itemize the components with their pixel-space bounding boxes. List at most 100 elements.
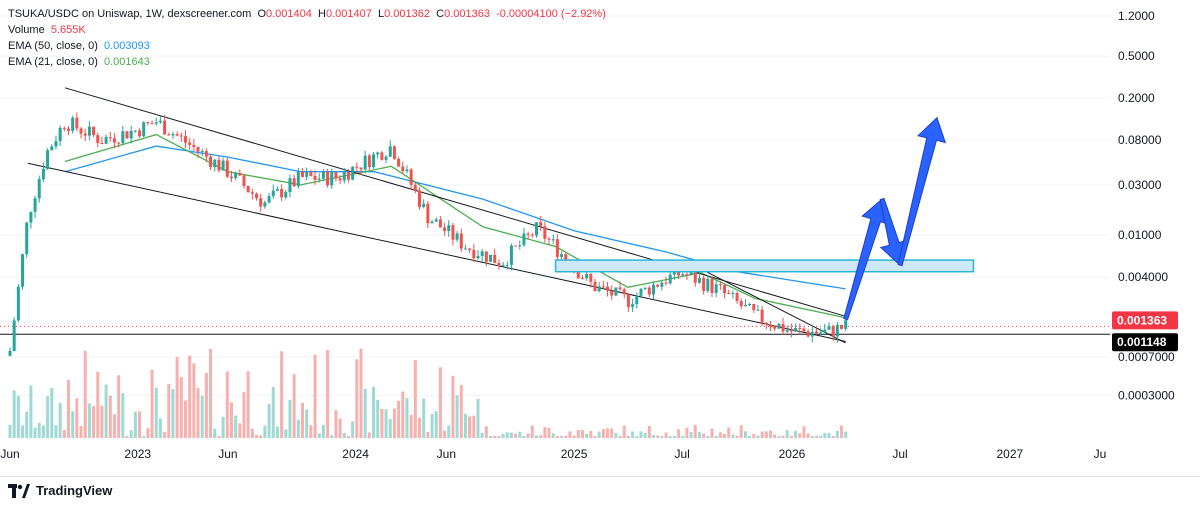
candle-body — [443, 227, 447, 232]
volume-bar — [555, 436, 559, 438]
candle-body — [647, 287, 651, 295]
ema50-row: EMA (50, close, 0) 0.003093 — [8, 38, 606, 54]
candle-body — [100, 142, 104, 144]
volume-bar — [380, 408, 384, 438]
volume-bar — [551, 433, 555, 438]
candle-body — [167, 134, 171, 136]
candle-body — [12, 320, 16, 351]
candle-body — [781, 323, 785, 332]
volume-bar — [514, 433, 518, 438]
volume-bar — [543, 426, 547, 438]
time-tick-label: 2025 — [561, 447, 588, 461]
volume-bar — [397, 400, 401, 438]
volume-bar — [125, 436, 129, 438]
volume-bar — [129, 430, 133, 438]
candle-body — [756, 309, 760, 311]
volume-bar — [62, 429, 66, 438]
candle-body — [651, 284, 655, 295]
volume-bar — [647, 425, 651, 438]
candle-body — [392, 146, 396, 159]
candle-body — [41, 168, 45, 180]
candle-body — [752, 304, 756, 311]
candle-body — [493, 254, 497, 263]
support-level-tag-bg — [1112, 333, 1178, 352]
candle-body — [748, 304, 752, 306]
volume-bar — [409, 415, 413, 438]
candle-body — [831, 326, 835, 337]
volume-bar — [108, 395, 112, 438]
candle-body — [438, 219, 442, 228]
volume-bar — [827, 433, 831, 438]
volume-bar — [225, 371, 229, 438]
candle-body — [844, 320, 848, 329]
time-tick-label: Jun — [0, 447, 19, 461]
candle-body — [388, 146, 392, 157]
volume-bar — [739, 425, 743, 438]
candle-body — [355, 166, 359, 168]
volume-bar — [706, 436, 710, 438]
tradingview-brand[interactable]: TradingView — [8, 483, 112, 498]
volume-bar — [572, 435, 576, 438]
volume-bar — [37, 422, 41, 438]
volume-bar — [117, 375, 121, 438]
volume-bar — [819, 436, 823, 438]
candle-body — [50, 146, 54, 151]
candle-body — [263, 202, 267, 207]
candle-body — [229, 176, 233, 179]
candle-body — [534, 222, 538, 236]
chart-area[interactable]: 1.2000 0.5000 0.2000 0.08000 0.03000 0.01000 0… — [0, 0, 1200, 476]
volume-bar — [112, 414, 116, 438]
volume-bar — [768, 430, 772, 438]
candle-body — [497, 262, 501, 267]
price-tick-label: 0.01000 — [1118, 228, 1162, 242]
candle-body — [246, 185, 250, 193]
channel-lower-line — [27, 162, 846, 342]
volume-bar — [468, 416, 472, 438]
candle-body — [501, 265, 505, 267]
projection-arrow — [843, 198, 890, 321]
candle-body — [351, 166, 355, 180]
volume-bar — [300, 402, 304, 438]
volume-bar — [96, 371, 100, 438]
candle-body — [401, 166, 405, 172]
candle-body — [225, 160, 229, 177]
volume-bar — [359, 348, 363, 438]
volume-bar — [685, 427, 689, 438]
time-tick-label: Jul — [674, 447, 689, 461]
volume-bar — [217, 436, 221, 438]
volume-bar — [656, 435, 660, 438]
volume-bar — [593, 436, 597, 438]
volume-bar — [100, 405, 104, 438]
price-chart[interactable]: 1.2000 0.5000 0.2000 0.08000 0.03000 0.01000 0… — [0, 0, 1200, 476]
volume-bar — [459, 384, 463, 438]
volume-bar — [16, 395, 20, 438]
volume-bar — [21, 425, 25, 438]
volume-bar — [764, 431, 768, 438]
volume-bar — [213, 428, 217, 438]
volume-bar — [367, 432, 371, 438]
candle-body — [622, 289, 626, 295]
candle-body — [794, 327, 798, 332]
candle-body — [489, 254, 493, 262]
volume-bar — [438, 367, 442, 438]
volume-bar — [238, 423, 242, 438]
candle-body — [777, 323, 781, 329]
volume-bar — [756, 435, 760, 438]
candle-body — [171, 134, 175, 136]
volume-bar — [564, 435, 568, 438]
candle-body — [87, 126, 91, 136]
candle-body — [397, 158, 401, 167]
volume-bar — [430, 413, 434, 438]
candle-body — [25, 222, 29, 255]
volume-bar — [798, 433, 802, 438]
volume-bar — [146, 428, 150, 438]
volume-bar — [104, 384, 108, 438]
volume-bar — [589, 430, 593, 438]
volume-bar — [651, 435, 655, 438]
candle-body — [58, 127, 62, 142]
volume-bar — [388, 418, 392, 438]
footer-bar: TradingView — [0, 476, 1200, 505]
candle-body — [163, 120, 167, 135]
candle-body — [309, 172, 313, 176]
volume-bar — [171, 389, 175, 438]
